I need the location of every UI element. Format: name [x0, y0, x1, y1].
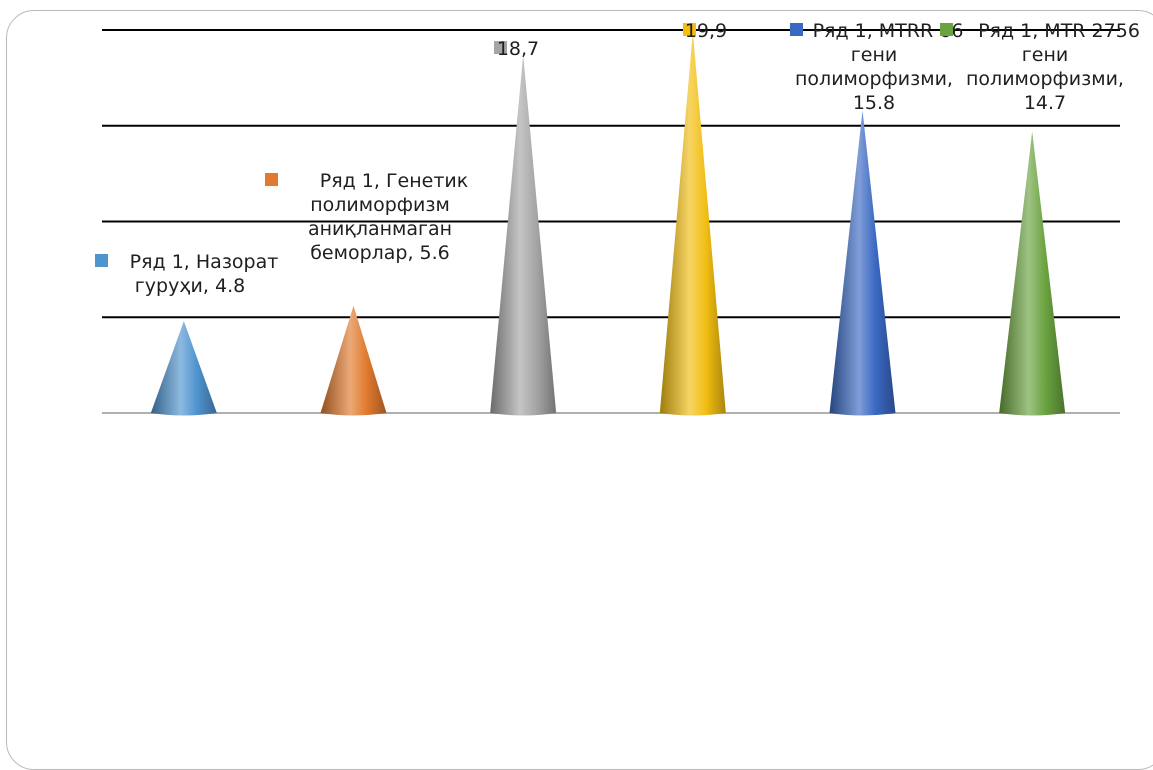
label-marker-5 [790, 23, 803, 36]
cone-6 [999, 131, 1066, 416]
label-marker-6 [940, 23, 953, 36]
gridlines [102, 29, 1120, 414]
cone-1 [150, 321, 217, 416]
cone-2 [320, 305, 387, 416]
data-label-6: Ряд 1, MTR 2756 гени полиморфизми, 14.7 [966, 20, 1140, 114]
cone-3 [490, 54, 557, 416]
data-labels: Ряд 1, Назорат гуруҳи, 4.8 Ряд 1, Генетик п… [95, 20, 1140, 297]
data-label-5: Ряд 1, MTRR 66 гени полиморфизми, 15.8 [795, 20, 963, 114]
cone-marks [150, 31, 1066, 416]
data-label-4: 19,9 [685, 20, 727, 42]
cone-chart: Ряд 1, Назорат гуруҳи, 4.8 Ряд 1, Генетик п… [95, 20, 1140, 416]
cone-5 [829, 110, 896, 416]
cone-4 [659, 31, 726, 416]
label-marker-1 [95, 254, 108, 267]
data-label-3: 18,7 [497, 38, 539, 60]
label-marker-4 [683, 23, 696, 36]
label-marker-2 [265, 173, 278, 186]
label-marker-3 [494, 41, 507, 54]
data-label-1: Ряд 1, Назорат гуруҳи, 4.8 [130, 251, 279, 297]
data-label-2: Ряд 1, Генетик полиморфизм аниқланмаган бем… [308, 170, 468, 264]
